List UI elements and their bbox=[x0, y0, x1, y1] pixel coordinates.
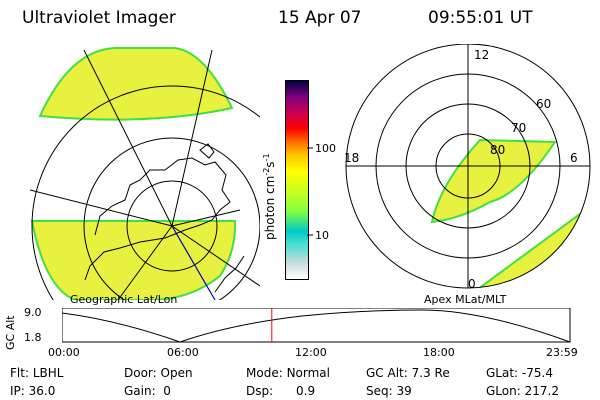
aurora-polar-region bbox=[430, 138, 557, 224]
coastline bbox=[84, 157, 231, 281]
geographic-map bbox=[30, 47, 260, 300]
colorbar-tick-100: 100 bbox=[315, 142, 336, 155]
date-label: 15 Apr 07 bbox=[278, 8, 362, 28]
status-glat: GLat: -75.4 bbox=[486, 366, 553, 380]
polar-panel-label: Apex MLat/MLT bbox=[424, 293, 507, 306]
mlat-label-60: 60 bbox=[536, 97, 551, 111]
altitude-ytick-min: 1.8 bbox=[24, 331, 42, 344]
status-gain: Gain: 0 bbox=[124, 384, 171, 398]
mlt-label-6: 6 bbox=[570, 151, 578, 165]
status-ip: IP: 36.0 bbox=[10, 384, 56, 398]
colorbar-tick-10: 10 bbox=[315, 229, 329, 242]
status-glon: GLon: 217.2 bbox=[486, 384, 559, 398]
status-gcalt: GC Alt: 7.3 Re bbox=[366, 366, 450, 380]
colorbar-unit-label: photon cm-2s-1 bbox=[262, 153, 277, 240]
altitude-curve bbox=[62, 309, 571, 343]
status-seq: Seq: 39 bbox=[366, 384, 412, 398]
mlat-label-80: 80 bbox=[490, 143, 505, 157]
status-flt: Flt: LBHL bbox=[10, 366, 64, 380]
mlat-label-70: 70 bbox=[511, 121, 526, 135]
status-dsp: Dsp: 0.9 bbox=[246, 384, 316, 398]
geographic-panel-label: Geographic Lat/Lon bbox=[70, 293, 178, 306]
status-door: Door: Open bbox=[124, 366, 193, 380]
instrument-title: Ultraviolet Imager bbox=[22, 8, 176, 28]
altitude-xtick-2: 12:00 bbox=[295, 346, 327, 359]
polar-plot: 12 18 6 0 60 70 80 bbox=[344, 44, 591, 291]
altitude-ytick-max: 9.0 bbox=[24, 306, 42, 319]
aurora-top-region bbox=[38, 47, 234, 121]
altitude-xtick-4: 23:59 bbox=[546, 346, 578, 359]
altitude-xtick-1: 06:00 bbox=[167, 346, 199, 359]
time-label: 09:55:01 UT bbox=[428, 8, 533, 28]
color-scale-bar bbox=[285, 80, 309, 280]
altitude-axis-label: GC Alt bbox=[4, 315, 17, 350]
altitude-xtick-0: 00:00 bbox=[48, 346, 80, 359]
altitude-xtick-3: 18:00 bbox=[423, 346, 455, 359]
aurora-bottom-region bbox=[30, 220, 237, 300]
mlt-label-12: 12 bbox=[474, 48, 489, 62]
mlt-label-0: 0 bbox=[468, 277, 476, 291]
mlt-label-18: 18 bbox=[344, 151, 359, 165]
color-scale-ticks: 100 10 bbox=[307, 142, 336, 242]
altitude-plot bbox=[62, 308, 571, 343]
status-mode: Mode: Normal bbox=[246, 366, 330, 380]
